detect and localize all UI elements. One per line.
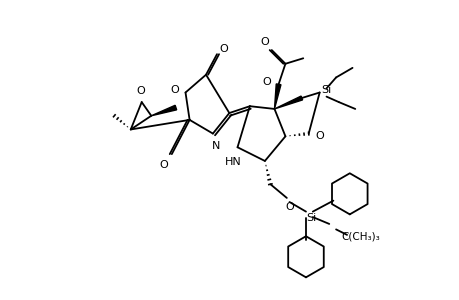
Text: Si: Si — [321, 85, 331, 95]
Text: HN: HN — [224, 157, 241, 167]
Text: O: O — [314, 131, 323, 141]
Polygon shape — [274, 84, 280, 109]
Text: O: O — [136, 86, 145, 96]
Text: O: O — [170, 85, 179, 95]
Text: O: O — [261, 76, 270, 87]
Polygon shape — [151, 105, 176, 116]
Text: O: O — [260, 37, 269, 47]
Text: C(CH₃)₃: C(CH₃)₃ — [341, 231, 379, 241]
Text: O: O — [285, 202, 293, 212]
Text: N: N — [211, 141, 219, 151]
Polygon shape — [274, 96, 302, 109]
Text: O: O — [159, 160, 168, 170]
Text: Si: Si — [306, 213, 316, 224]
Text: O: O — [219, 44, 228, 54]
